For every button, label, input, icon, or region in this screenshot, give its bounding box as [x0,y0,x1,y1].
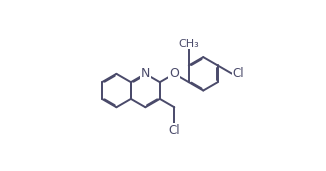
Text: Cl: Cl [169,124,180,137]
Text: CH₃: CH₃ [178,39,199,49]
Text: Cl: Cl [232,67,244,80]
Text: O: O [170,67,179,80]
Text: N: N [141,67,150,80]
